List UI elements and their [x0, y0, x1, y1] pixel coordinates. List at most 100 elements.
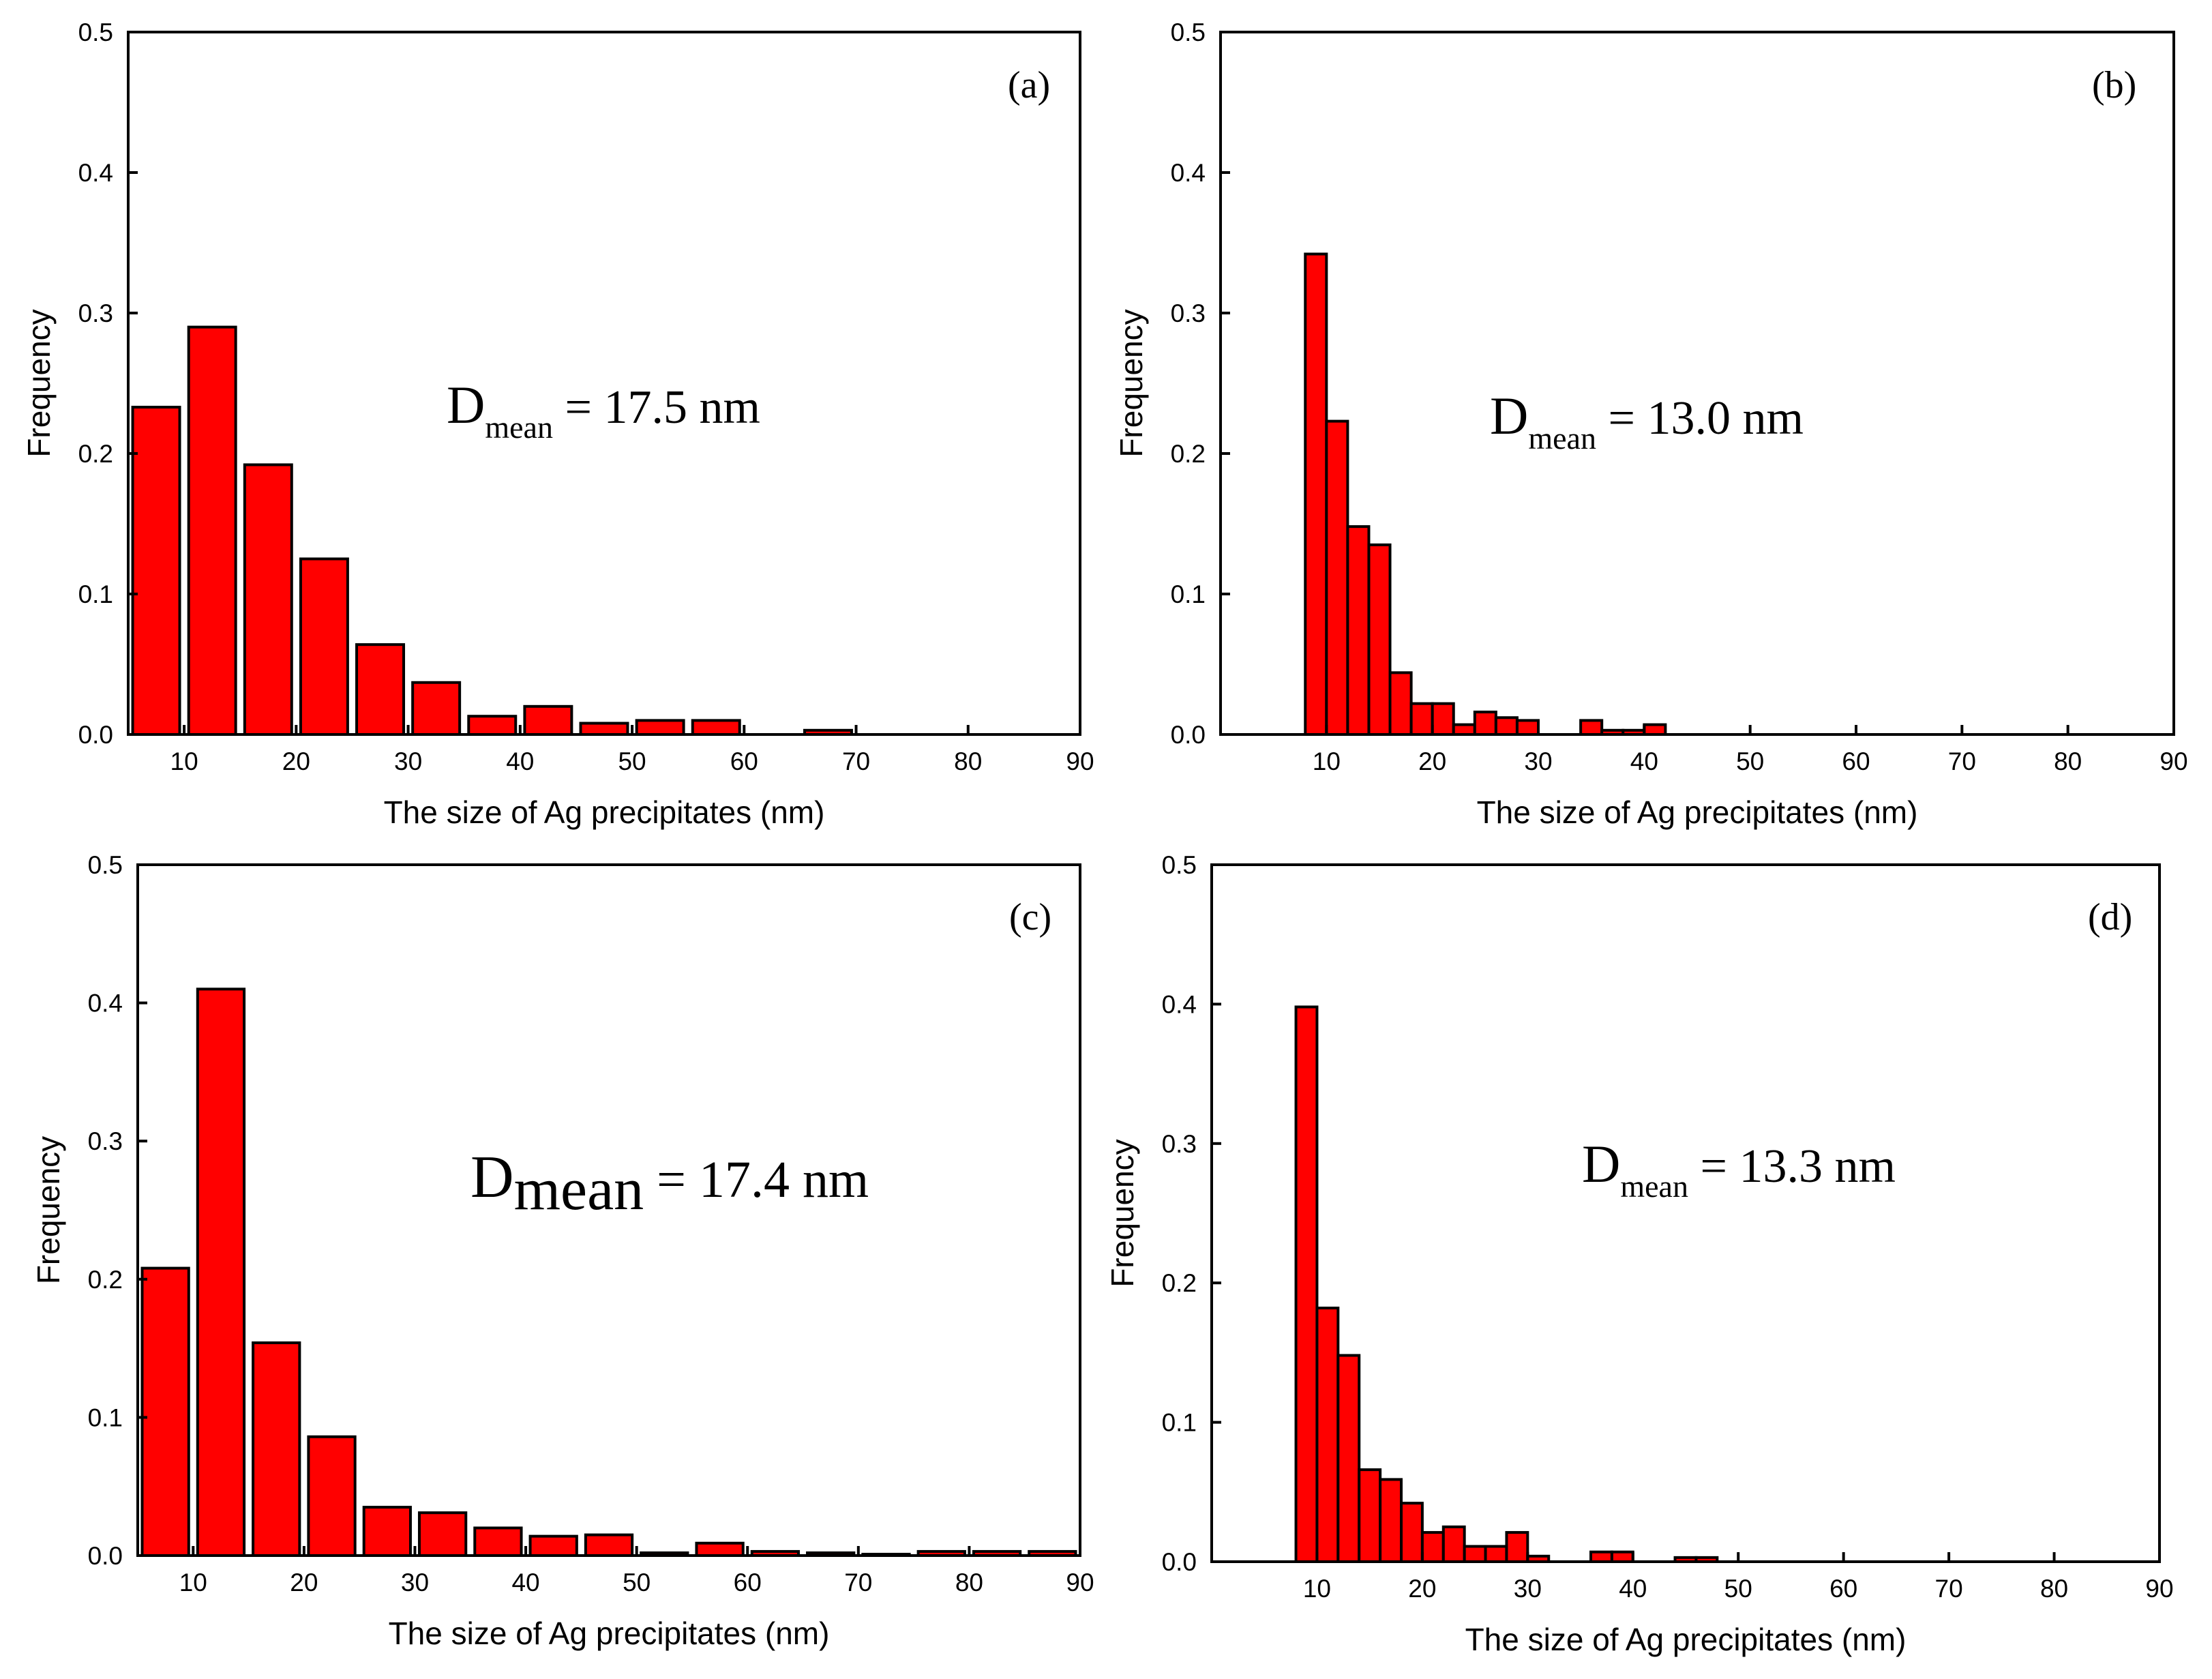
- histogram-bar: [131, 406, 181, 737]
- y-tick-label: 0.2: [88, 1266, 123, 1294]
- y-axis-label: Frequency: [1114, 309, 1149, 457]
- x-tick-label: 20: [1408, 1575, 1436, 1603]
- x-tick-label: 80: [955, 1569, 983, 1596]
- chart-panel-1: 10 20 30 40 50 60 70 80 90 0.0 0.1 0.2 0.3 0.4 0.5 The …: [21, 18, 1094, 830]
- x-tick-label: 70: [844, 1569, 872, 1596]
- histogram-bar: [1400, 1502, 1424, 1564]
- histogram-bar: [473, 1526, 523, 1557]
- plot-frame: [136, 863, 1081, 1557]
- x-tick-label: 30: [394, 747, 422, 775]
- x-tick-label: 60: [1842, 747, 1870, 775]
- histogram-bar: [635, 719, 685, 737]
- histogram-bar: [1409, 702, 1434, 737]
- x-tick-label: 60: [1829, 1575, 1857, 1603]
- histogram-bar: [1589, 1550, 1613, 1563]
- histogram-bar: [1315, 1306, 1340, 1563]
- histogram-bar: [1610, 1550, 1634, 1563]
- y-tick-label: 0.0: [78, 721, 113, 749]
- x-tick-label: 30: [1514, 1575, 1542, 1603]
- y-tick-label: 0.3: [88, 1127, 123, 1155]
- x-tick-label: 90: [1066, 747, 1094, 775]
- x-tick-label: 20: [1418, 747, 1446, 775]
- histogram-bar: [1346, 525, 1371, 736]
- panel-label: (c): [1009, 896, 1051, 938]
- x-tick-label: 90: [2159, 747, 2187, 775]
- x-tick-label: 40: [1630, 747, 1658, 775]
- histogram-bar: [695, 1541, 745, 1558]
- x-tick-label: 90: [1066, 1569, 1094, 1596]
- x-tick-label: 10: [179, 1569, 207, 1596]
- plot-frame: [1219, 31, 2175, 736]
- x-tick-label: 80: [954, 747, 982, 775]
- y-tick-label: 0.4: [1162, 990, 1197, 1018]
- panel-label: (b): [2092, 64, 2136, 106]
- y-axis-label: Frequency: [1105, 1139, 1140, 1287]
- histogram-bar: [691, 719, 741, 737]
- x-tick-label: 50: [1736, 747, 1764, 775]
- chart-panel-2: 10 20 30 40 50 60 70 80 90 0.0 0.1 0.2 0.3 0.4 0.5 The …: [1114, 18, 2188, 830]
- x-tick-label: 60: [730, 747, 758, 775]
- histogram-bar: [243, 463, 293, 736]
- y-tick-label: 0.5: [1171, 18, 1206, 46]
- chart-panel-4: 10 20 30 40 50 60 70 80 90 0.0 0.1 0.2 0.3 0.4 0.5 The …: [1105, 851, 2174, 1657]
- x-tick-label: 50: [623, 1569, 651, 1596]
- y-tick-label: 0.4: [88, 990, 123, 1017]
- histogram-bar: [1325, 419, 1349, 736]
- y-tick-label: 0.1: [1162, 1409, 1197, 1437]
- x-tick-label: 70: [1935, 1575, 1963, 1603]
- y-tick-label: 0.2: [1171, 440, 1206, 468]
- histogram-bar: [307, 1435, 357, 1557]
- x-tick-label: 40: [506, 747, 534, 775]
- panel-label: (d): [2088, 896, 2132, 938]
- y-tick-label: 0.0: [88, 1542, 123, 1570]
- histogram-bar: [362, 1506, 412, 1558]
- x-tick-label: 40: [511, 1569, 539, 1596]
- histogram-bar: [299, 557, 349, 736]
- y-tick-label: 0.3: [1162, 1130, 1197, 1158]
- histogram-bar: [467, 715, 518, 736]
- y-tick-label: 0.3: [78, 299, 113, 327]
- histogram-bar: [140, 1266, 190, 1558]
- histogram-bar: [1367, 543, 1392, 737]
- histogram-bar: [187, 325, 237, 737]
- y-tick-label: 0.0: [1162, 1548, 1197, 1576]
- y-axis-label: Frequency: [31, 1136, 66, 1284]
- y-tick-label: 0.0: [1171, 721, 1206, 749]
- histogram-bar: [1294, 1005, 1319, 1564]
- plot-frame: [1210, 863, 2161, 1563]
- mean-size-annotation: Dmean = 13.3 nm: [1582, 1134, 1896, 1204]
- y-tick-label: 0.2: [78, 440, 113, 468]
- y-tick-label: 0.1: [78, 580, 113, 608]
- x-tick-label: 20: [290, 1569, 318, 1596]
- histogram-bar: [1379, 1478, 1403, 1564]
- x-tick-label: 80: [2054, 747, 2082, 775]
- histogram-bar: [1643, 723, 1667, 736]
- x-tick-label: 10: [1303, 1575, 1331, 1603]
- x-tick-label: 60: [734, 1569, 762, 1596]
- histogram-bar: [1304, 252, 1328, 737]
- x-axis-label: The size of Ag precipitates (nm): [1465, 1622, 1907, 1657]
- x-axis-label: The size of Ag precipitates (nm): [389, 1616, 830, 1651]
- y-tick-label: 0.3: [1171, 299, 1206, 327]
- histogram-bar: [584, 1533, 634, 1558]
- histogram-bar: [1441, 1525, 1466, 1563]
- x-tick-label: 50: [618, 747, 646, 775]
- histogram-bar: [1515, 719, 1540, 737]
- x-axis-label: The size of Ag precipitates (nm): [384, 794, 825, 830]
- y-tick-label: 0.1: [1171, 580, 1206, 608]
- histogram-bar: [355, 643, 406, 736]
- y-tick-label: 0.5: [78, 18, 113, 46]
- panel-label: (a): [1008, 64, 1050, 106]
- y-tick-label: 0.2: [1162, 1269, 1197, 1297]
- histogram-bar: [1431, 702, 1455, 737]
- histogram-bar: [523, 704, 573, 737]
- mean-size-annotation: Dmean = 13.0 nm: [1490, 386, 1804, 456]
- histogram-bar: [1579, 719, 1604, 737]
- mean-size-annotation: Dmean = 17.4 nm: [470, 1144, 869, 1223]
- histogram-bar: [1494, 716, 1519, 737]
- histogram-bar: [411, 681, 462, 737]
- y-tick-label: 0.4: [1171, 159, 1206, 187]
- x-tick-label: 20: [282, 747, 310, 775]
- x-tick-label: 70: [842, 747, 870, 775]
- histogram-bar: [417, 1511, 468, 1558]
